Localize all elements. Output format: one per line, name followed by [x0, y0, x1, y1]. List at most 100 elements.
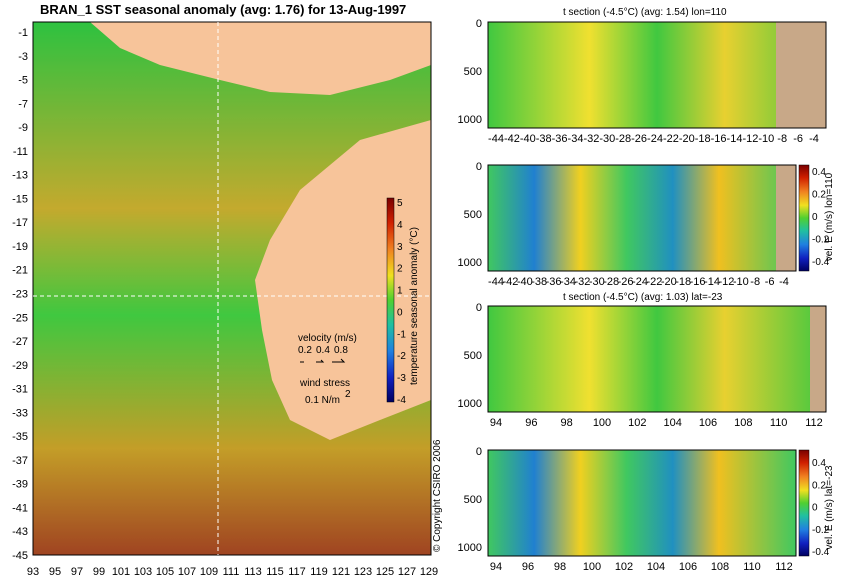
colorbar-tick-label: -4	[397, 395, 406, 406]
panel-1-x-tick: -14	[727, 133, 743, 145]
panel-4	[487, 449, 810, 557]
panel-2-y-tick: 1000	[458, 257, 482, 269]
panel-2-x-tick: -34	[560, 276, 576, 288]
lon-tick-label: 123	[354, 566, 372, 578]
lon-tick-label: 111	[223, 566, 240, 578]
panel-2-colorbar-tick: -0.4	[812, 257, 830, 268]
panel-4-x-tick: 106	[679, 561, 697, 573]
panel-4-frame	[487, 449, 797, 557]
panel-1-x-tick: -16	[711, 133, 727, 145]
colorbar-tick-label: 5	[397, 198, 403, 209]
lat-tick-label: -9	[18, 122, 28, 134]
wind-legend-title: wind stress	[299, 378, 350, 389]
panel-3-y-tick: 1000	[458, 398, 482, 410]
wind-legend-value: 0.1 N/m	[305, 395, 340, 406]
map-title: BRAN_1 SST seasonal anomaly (avg: 1.76) …	[40, 2, 407, 17]
lon-tick-label: 101	[112, 566, 130, 578]
panel-1: t section (-4.5°C) (avg: 1.54) lon=110	[487, 7, 827, 129]
colorbar-tick-label: -3	[397, 373, 406, 384]
lat-tick-label: -25	[12, 312, 28, 324]
velocity-value-1: 0.2	[298, 345, 312, 356]
lat-tick-label: -17	[12, 217, 28, 229]
velocity-value-3: 0.8	[334, 345, 348, 356]
panel-4-x-tick: 100	[583, 561, 601, 573]
panel-4-y-tick: 0	[476, 446, 482, 458]
panel-2-y-tick: 500	[464, 209, 482, 221]
colorbar-tick-label: 2	[397, 264, 403, 275]
panel-4-colorbar-tick: -0.4	[812, 547, 830, 558]
lat-tick-label: -3	[18, 51, 28, 63]
panel-1-x-tick: -38	[536, 133, 552, 145]
panel-3-y-tick: 500	[464, 350, 482, 362]
panel-1-title: t section (-4.5°C) (avg: 1.54) lon=110	[563, 7, 727, 18]
lat-tick-label: -19	[12, 241, 28, 253]
lon-tick-label: 127	[398, 566, 416, 578]
panel-4-x-tick: 94	[490, 561, 502, 573]
panel-1-x-tick: -44	[488, 133, 504, 145]
panel-1-x-tick: -30	[599, 133, 615, 145]
panel-4-colorbar-tick: -0.2	[812, 525, 830, 536]
panel-2-x-tick: -4	[779, 276, 789, 288]
panel-2-x-tick: -20	[661, 276, 677, 288]
panel-2-colorbar-label: vel. E (m/s) lon=110	[824, 172, 835, 261]
panel-2-plot	[488, 165, 796, 271]
panel-3-plot	[488, 306, 826, 412]
main-map: -1-3-5-7-9-11-13-15-17-19-21-23-25-27-29…	[12, 21, 438, 578]
panel-3-x-tick: 112	[805, 417, 823, 429]
lat-tick-label: -39	[12, 479, 28, 491]
velocity-legend-title: velocity (m/s)	[298, 333, 357, 344]
velocity-arrow-icon	[300, 358, 346, 363]
lat-tick-label: -37	[12, 455, 28, 467]
colorbar-label: temperature seasonal anomaly (°C)	[409, 227, 420, 385]
lat-tick-label: -29	[12, 360, 28, 372]
lat-tick-label: -23	[12, 289, 28, 301]
lon-tick-label: 95	[49, 566, 61, 578]
panel-4-colorbar-tick: 0	[812, 503, 818, 514]
panel-3-x-tick: 110	[770, 417, 788, 429]
panel-1-frame	[487, 21, 827, 129]
panel-2-x-tick: -44	[488, 276, 504, 288]
lat-tick-label: -21	[12, 265, 28, 277]
panel-1-y-tick: 0	[476, 18, 482, 30]
panel-2-x-tick: -40	[517, 276, 533, 288]
panel-1-x-tick: -32	[583, 133, 599, 145]
lat-tick-label: -5	[18, 75, 28, 87]
panel-4-x-tick: 108	[711, 561, 729, 573]
panel-3-x-tick: 100	[593, 417, 611, 429]
panel-4-colorbar-ramp	[798, 449, 810, 557]
panel-3-x-tick: 94	[490, 417, 502, 429]
land-asia	[90, 22, 431, 95]
panel-3-y-tick: 0	[476, 302, 482, 314]
colorbar-ramp	[386, 197, 395, 403]
panel-2-x-tick: -22	[646, 276, 662, 288]
panel-2-x-tick: -36	[546, 276, 562, 288]
colorbar-tick-label: -2	[397, 351, 406, 362]
lat-tick-label: -31	[12, 384, 28, 396]
panel-1-x-tick: -20	[679, 133, 695, 145]
lat-tick-label: -33	[12, 407, 28, 419]
panel-2-colorbar-tick: -0.2	[812, 235, 830, 246]
panel-1-x-tick: -6	[793, 133, 803, 145]
panel-3-mask	[810, 306, 826, 412]
panel-3-x-tick: 106	[699, 417, 717, 429]
panel-2-x-tick: -8	[750, 276, 760, 288]
panel-1-x-tick: -10	[758, 133, 774, 145]
panel-2-x-tick: -16	[690, 276, 706, 288]
colorbar-tick-labels: 5 4 3 2 1 0 -1 -2 -3 -4	[397, 198, 406, 406]
panel-1-y-tick: 500	[464, 66, 482, 78]
colorbar-tick-label: 4	[397, 220, 403, 231]
panel-1-x-tick: -40	[520, 133, 536, 145]
panel-2-x-tick: -18	[675, 276, 691, 288]
colorbar-tick-label: 1	[397, 286, 403, 297]
velocity-value-2: 0.4	[316, 345, 330, 356]
panel-1-x-tick: -8	[777, 133, 787, 145]
panel-1-x-tick: -4	[809, 133, 819, 145]
panel-2-x-tick: -30	[589, 276, 605, 288]
panel-2-colorbar-tick: 0.2	[812, 190, 826, 201]
panel-1-x-tick: -28	[615, 133, 631, 145]
panel-2-x-tick: -28	[603, 276, 619, 288]
panel-1-y-tick: 1000	[458, 114, 482, 126]
panel-4-plot	[488, 450, 796, 556]
